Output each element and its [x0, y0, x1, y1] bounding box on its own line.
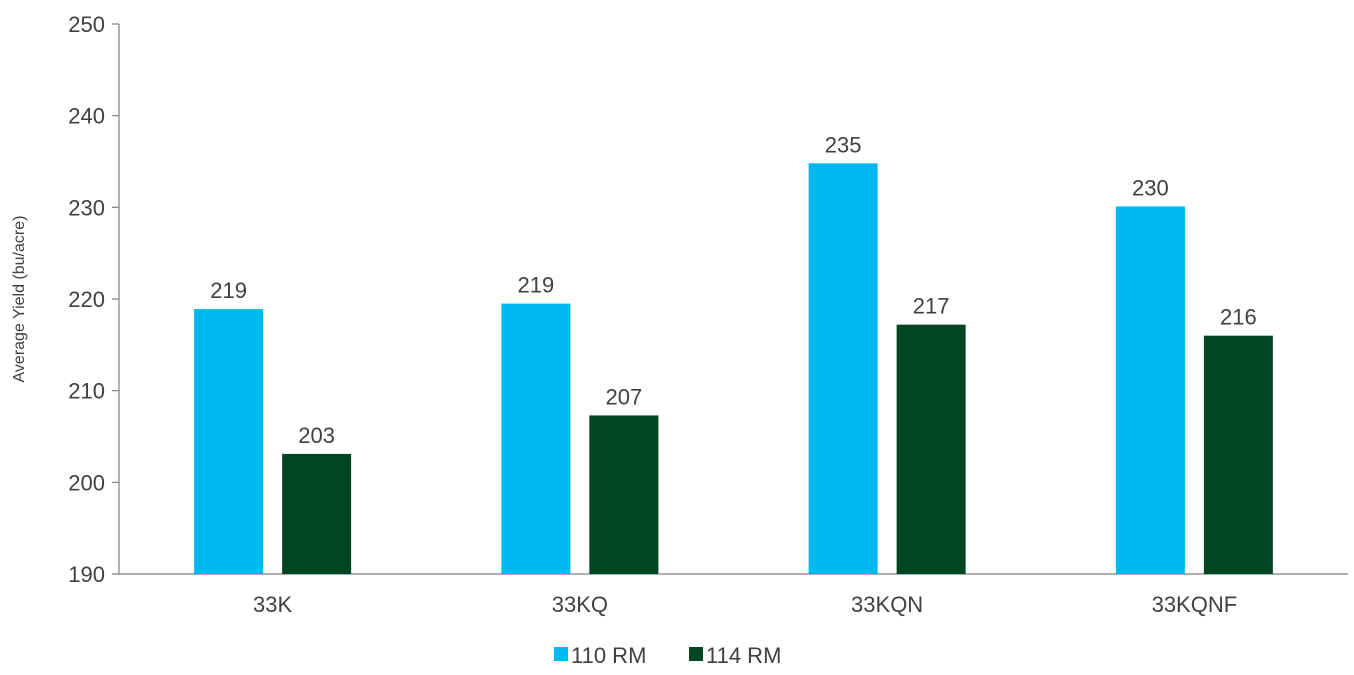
- bar-114-rm-33kqn: [896, 324, 966, 574]
- data-label: 217: [913, 294, 950, 319]
- x-tick-label: 33KQN: [851, 592, 923, 617]
- bar-110-rm-33kqn: [808, 163, 878, 575]
- y-axis-title: Average Yield (bu/acre): [11, 216, 28, 383]
- y-tick-label: 250: [68, 12, 105, 37]
- legend-swatch-0: [554, 647, 568, 661]
- data-label: 219: [518, 273, 555, 298]
- x-tick-label: 33KQ: [552, 592, 608, 617]
- bar-114-rm-33kqnf: [1203, 335, 1273, 574]
- bar-114-rm-33kq: [589, 415, 659, 574]
- legend-swatch-1: [689, 647, 703, 661]
- bar-110-rm-33kq: [501, 303, 571, 574]
- bar-110-rm-33kqnf: [1115, 206, 1185, 574]
- data-label: 219: [210, 278, 247, 303]
- y-tick-label: 220: [68, 287, 105, 312]
- legend-label-1: 114 RM: [706, 643, 781, 668]
- x-tick-label: 33K: [253, 592, 292, 617]
- data-label: 216: [1220, 305, 1257, 330]
- y-tick-label: 200: [68, 470, 105, 495]
- bar-114-rm-33k: [282, 453, 352, 574]
- y-tick-label: 210: [68, 379, 105, 404]
- x-tick-label: 33KQNF: [1152, 592, 1238, 617]
- y-tick-label: 230: [68, 195, 105, 220]
- data-label: 207: [606, 384, 643, 409]
- data-label: 203: [298, 423, 335, 448]
- data-label: 230: [1132, 175, 1169, 200]
- data-label: 235: [825, 132, 862, 157]
- y-tick-label: 240: [68, 104, 105, 129]
- bar-110-rm-33k: [194, 309, 264, 574]
- y-tick-label: 190: [68, 562, 105, 587]
- legend-label-0: 110 RM: [571, 643, 646, 668]
